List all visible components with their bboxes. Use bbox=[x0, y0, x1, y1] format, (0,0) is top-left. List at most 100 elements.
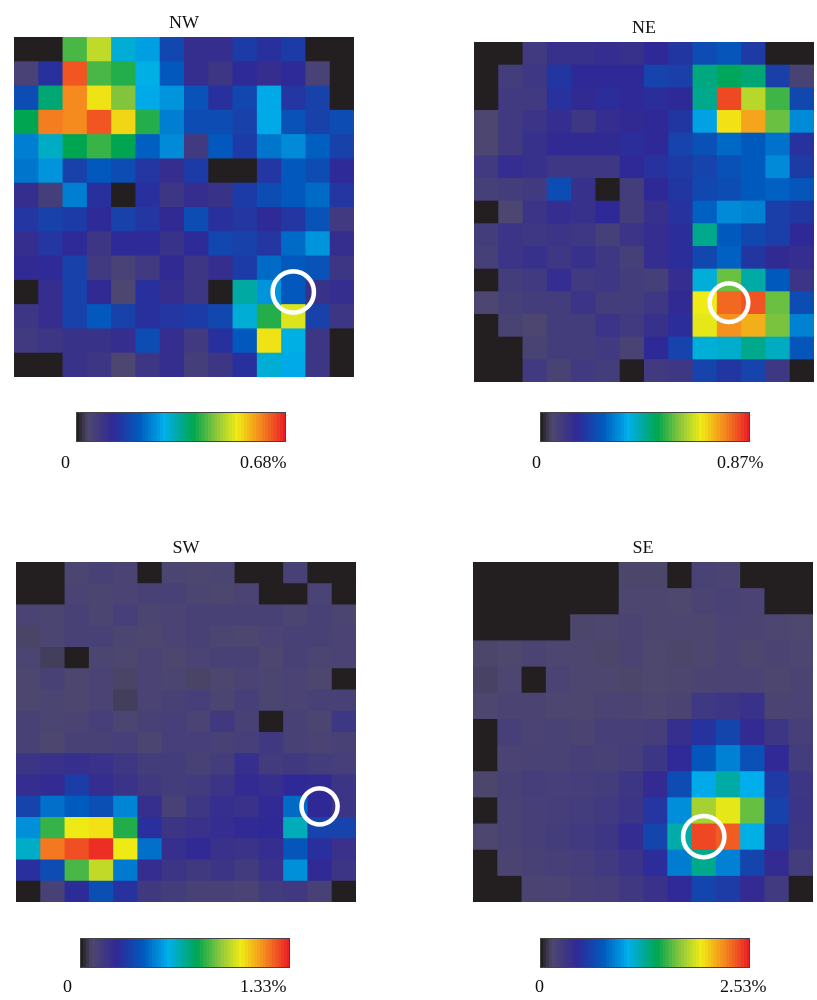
heatmap-cell bbox=[283, 604, 309, 627]
heatmap-cell bbox=[184, 304, 209, 330]
heatmap-cell bbox=[571, 336, 597, 360]
colorbar-swatch bbox=[705, 938, 709, 968]
heatmap-cell bbox=[210, 838, 236, 861]
heatmap-cell bbox=[643, 692, 668, 720]
heatmap-cell bbox=[473, 849, 498, 877]
heatmap-cell bbox=[40, 604, 66, 627]
colorbar-swatch bbox=[169, 412, 173, 442]
heatmap-cell bbox=[184, 158, 209, 184]
heatmap-cell bbox=[14, 304, 39, 330]
heatmap-cell bbox=[234, 859, 260, 882]
heatmap-cell bbox=[64, 859, 90, 882]
heatmap-cell bbox=[184, 109, 209, 135]
heatmap-cell bbox=[740, 614, 766, 642]
heatmap-cell bbox=[281, 85, 307, 111]
heatmap-cell bbox=[14, 352, 39, 377]
heatmap-cell bbox=[498, 178, 524, 202]
heatmap-cell bbox=[498, 87, 524, 111]
heatmap-cell bbox=[305, 279, 331, 305]
colorbar-swatch bbox=[708, 412, 712, 442]
heatmap-cell bbox=[618, 692, 644, 720]
colorbar-swatch bbox=[744, 938, 748, 968]
heatmap-cell bbox=[186, 774, 211, 797]
heatmap-cell bbox=[473, 823, 498, 851]
colorbar-swatch bbox=[125, 938, 129, 968]
heatmap-cell bbox=[329, 61, 354, 87]
heatmap-cell bbox=[692, 155, 718, 179]
heatmap-cell bbox=[135, 85, 161, 111]
heatmap-cell bbox=[305, 109, 331, 135]
colorbar-swatch bbox=[666, 412, 670, 442]
heatmap-cell bbox=[159, 328, 185, 354]
heatmap-cell bbox=[546, 178, 572, 202]
heatmap-cell bbox=[40, 647, 66, 669]
colorbar-swatch bbox=[127, 412, 131, 442]
heatmap-cell bbox=[40, 859, 66, 882]
heatmap-cell bbox=[522, 336, 548, 360]
colorbar-swatch bbox=[221, 938, 225, 968]
colorbar-swatch bbox=[88, 412, 92, 442]
heatmap-cell bbox=[522, 246, 548, 270]
colorbar-swatch bbox=[238, 412, 242, 442]
colorbar-swatch bbox=[257, 938, 261, 968]
heatmap-cell bbox=[258, 880, 284, 902]
colorbar-swatch bbox=[155, 938, 159, 968]
colorbar-swatch bbox=[131, 938, 135, 968]
heatmap-cell bbox=[208, 61, 234, 87]
colorbar-swatch bbox=[268, 412, 272, 442]
heatmap-cell bbox=[740, 666, 766, 694]
heatmap-cell bbox=[111, 279, 137, 305]
heatmap-cell bbox=[546, 200, 572, 224]
heatmap-cell bbox=[546, 87, 572, 111]
heatmap-cell bbox=[594, 771, 620, 798]
heatmap-cell bbox=[62, 61, 88, 87]
heatmap-cell bbox=[86, 207, 112, 232]
colorbar-swatch bbox=[142, 412, 146, 442]
colorbar-swatch bbox=[80, 938, 84, 968]
heatmap-cell bbox=[281, 304, 307, 330]
heatmap-cell bbox=[305, 328, 331, 354]
heatmap-cell bbox=[474, 359, 499, 382]
colorbar-swatch bbox=[250, 412, 254, 442]
colorbar-swatch bbox=[269, 938, 273, 968]
heatmap-cell bbox=[159, 207, 185, 232]
heatmap-cell bbox=[715, 588, 741, 615]
colorbar-swatch bbox=[167, 938, 171, 968]
colorbar-swatch bbox=[741, 938, 745, 968]
heatmap-cell bbox=[14, 37, 39, 62]
colorbar-swatch bbox=[79, 412, 83, 442]
colorbar-swatch bbox=[696, 412, 700, 442]
heatmap-cell bbox=[329, 328, 354, 354]
heatmap-cell bbox=[161, 753, 187, 776]
heatmap-cell bbox=[186, 562, 211, 584]
heatmap-cell bbox=[691, 718, 717, 746]
colorbar-swatch bbox=[738, 412, 742, 442]
heatmap-cell bbox=[184, 61, 209, 87]
heatmap-cell bbox=[740, 797, 766, 825]
heatmap-cell bbox=[716, 42, 742, 66]
heatmap-cell bbox=[546, 132, 572, 156]
colorbar-swatch bbox=[214, 412, 218, 442]
heatmap-cell bbox=[88, 838, 114, 861]
heatmap-cell bbox=[571, 42, 597, 66]
heatmap-cell bbox=[522, 200, 548, 224]
heatmap-cell bbox=[186, 668, 211, 691]
heatmap-cell bbox=[256, 158, 282, 184]
heatmap-cell bbox=[545, 666, 571, 694]
heatmap-cell bbox=[521, 562, 547, 589]
heatmap-cell bbox=[258, 604, 284, 627]
colorbar-swatch bbox=[684, 412, 688, 442]
heatmap-cell bbox=[186, 859, 211, 882]
colorbar-swatch bbox=[675, 412, 679, 442]
heatmap-cell bbox=[64, 604, 90, 627]
heatmap-cell bbox=[111, 352, 137, 377]
heatmap-cell bbox=[208, 255, 234, 281]
colorbar-swatch bbox=[618, 412, 622, 442]
heatmap-cell bbox=[14, 61, 39, 87]
colorbar-swatch bbox=[157, 412, 161, 442]
heatmap-cell bbox=[522, 291, 548, 315]
heatmap-cell bbox=[135, 255, 161, 281]
colorbar bbox=[540, 412, 750, 442]
heatmap-cell bbox=[668, 200, 694, 224]
colorbar-swatch bbox=[101, 938, 105, 968]
